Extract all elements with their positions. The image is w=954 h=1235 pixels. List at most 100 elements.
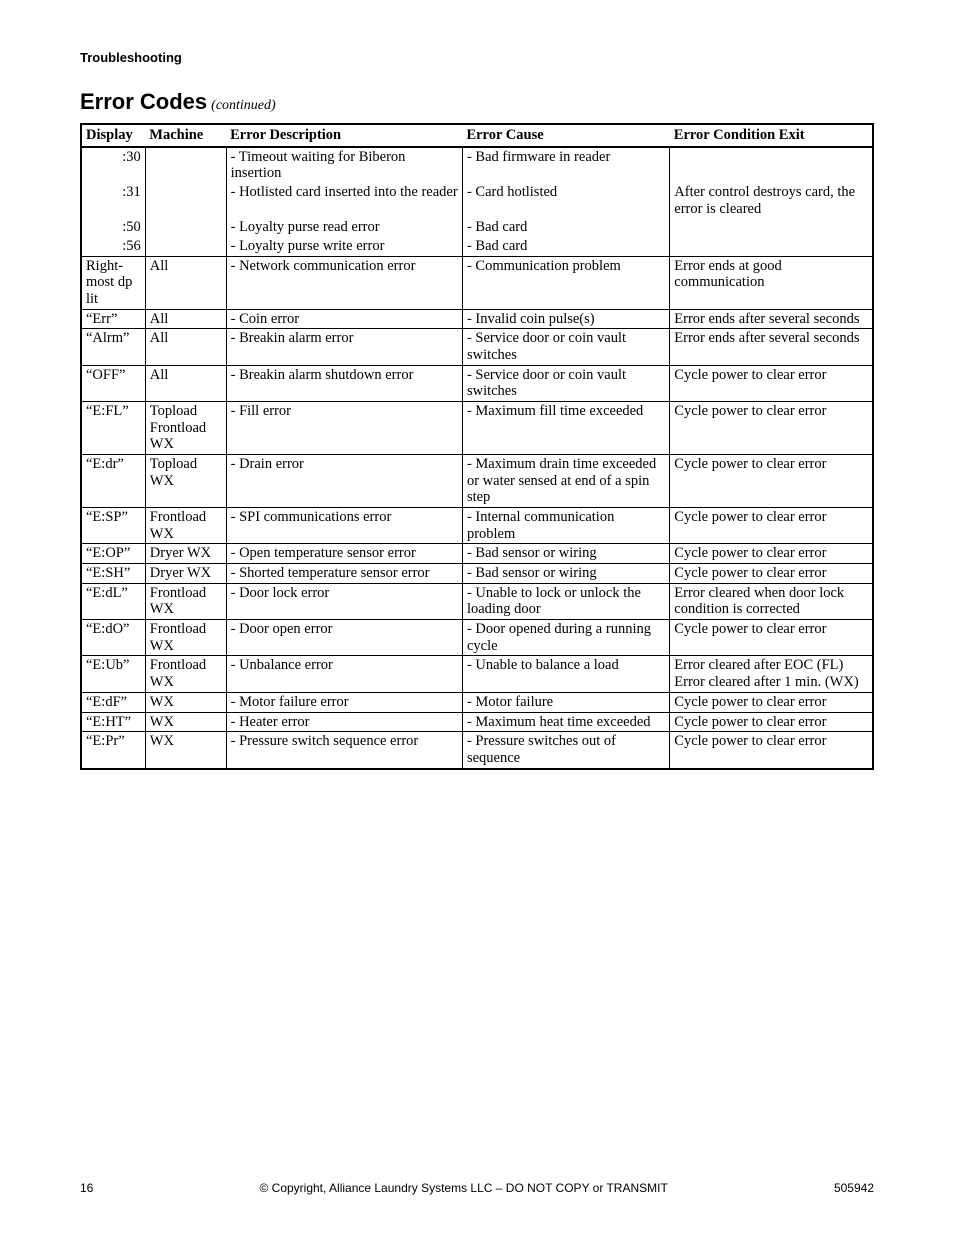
cell-exit <box>670 147 873 183</box>
cell-display: “E:SP” <box>81 508 145 544</box>
cell-exit: Cycle power to clear error <box>670 712 873 732</box>
cell-cause: - Maximum heat time exceeded <box>462 712 669 732</box>
cell-exit: Error cleared after EOC (FL) Error clear… <box>670 656 873 692</box>
cell-description: - Fill error <box>226 402 462 455</box>
table-row: “E:SH”Dryer WX- Shorted temperature sens… <box>81 564 873 584</box>
cell-display: “Err” <box>81 309 145 329</box>
cell-machine: WX <box>145 692 226 712</box>
cell-exit: Cycle power to clear error <box>670 620 873 656</box>
cell-description: - Motor failure error <box>226 692 462 712</box>
cell-machine: All <box>145 365 226 401</box>
cell-cause: - Maximum drain time exceeded or water s… <box>462 455 669 508</box>
table-row: “E:dr”Topload WX- Drain error- Maximum d… <box>81 455 873 508</box>
cell-description: - Hotlisted card inserted into the reade… <box>226 183 462 218</box>
cell-cause: - Card hotlisted <box>462 183 669 218</box>
col-header-exit: Error Condition Exit <box>670 124 873 147</box>
cell-description: - Network communication error <box>226 256 462 309</box>
cell-display: Right-most dp lit <box>81 256 145 309</box>
continued-label: (continued) <box>211 98 276 113</box>
table-row: “E:HT”WX- Heater error- Maximum heat tim… <box>81 712 873 732</box>
cell-display: “Alrm” <box>81 329 145 365</box>
cell-description: - Timeout waiting for Biberon insertion <box>226 147 462 183</box>
table-row: “Alrm”All- Breakin alarm error- Service … <box>81 329 873 365</box>
footer-copyright: © Copyright, Alliance Laundry Systems LL… <box>93 1181 834 1195</box>
page-footer: 16 © Copyright, Alliance Laundry Systems… <box>80 1181 874 1195</box>
cell-cause: - Communication problem <box>462 256 669 309</box>
cell-machine: Frontload WX <box>145 656 226 692</box>
cell-exit <box>670 237 873 256</box>
cell-machine: Dryer WX <box>145 544 226 564</box>
cell-display: :50 <box>81 218 145 237</box>
cell-cause: - Bad card <box>462 218 669 237</box>
table-row: “Err”All- Coin error- Invalid coin pulse… <box>81 309 873 329</box>
cell-description: - Breakin alarm error <box>226 329 462 365</box>
col-header-desc: Error Description <box>226 124 462 147</box>
cell-cause: - Door opened during a running cycle <box>462 620 669 656</box>
cell-machine: Frontload WX <box>145 583 226 619</box>
cell-machine <box>145 237 226 256</box>
cell-display: “E:OP” <box>81 544 145 564</box>
cell-description: - Pressure switch sequence error <box>226 732 462 769</box>
cell-display: “E:dF” <box>81 692 145 712</box>
cell-description: - Shorted temperature sensor error <box>226 564 462 584</box>
cell-description: - Door lock error <box>226 583 462 619</box>
footer-doc-id: 505942 <box>834 1181 874 1195</box>
page-title: Error Codes <box>80 89 207 114</box>
cell-exit: After control destroys card, the error i… <box>670 183 873 218</box>
cell-display: :30 <box>81 147 145 183</box>
cell-cause: - Bad sensor or wiring <box>462 544 669 564</box>
cell-display: “E:Ub” <box>81 656 145 692</box>
cell-cause: - Motor failure <box>462 692 669 712</box>
cell-exit: Cycle power to clear error <box>670 564 873 584</box>
cell-exit: Cycle power to clear error <box>670 365 873 401</box>
table-row: “E:dL”Frontload WX- Door lock error- Una… <box>81 583 873 619</box>
cell-display: “E:Pr” <box>81 732 145 769</box>
cell-machine: Frontload WX <box>145 620 226 656</box>
error-codes-table: Display Machine Error Description Error … <box>80 123 874 770</box>
table-row: “E:FL”Topload Frontload WX- Fill error- … <box>81 402 873 455</box>
table-row: :56- Loyalty purse write error- Bad card <box>81 237 873 256</box>
cell-exit: Error ends after several seconds <box>670 329 873 365</box>
cell-display: “E:HT” <box>81 712 145 732</box>
cell-machine: Dryer WX <box>145 564 226 584</box>
cell-exit: Error cleared when door lock condition i… <box>670 583 873 619</box>
cell-machine: WX <box>145 732 226 769</box>
cell-cause: - Invalid coin pulse(s) <box>462 309 669 329</box>
title-row: Error Codes (continued) <box>80 89 874 115</box>
cell-description: - Open temperature sensor error <box>226 544 462 564</box>
cell-description: - Loyalty purse write error <box>226 237 462 256</box>
cell-exit: Cycle power to clear error <box>670 402 873 455</box>
col-header-cause: Error Cause <box>462 124 669 147</box>
cell-exit: Cycle power to clear error <box>670 455 873 508</box>
cell-machine: Topload WX <box>145 455 226 508</box>
cell-machine: All <box>145 329 226 365</box>
cell-machine: All <box>145 256 226 309</box>
cell-cause: - Unable to balance a load <box>462 656 669 692</box>
cell-cause: - Service door or coin vault switches <box>462 365 669 401</box>
cell-description: - Unbalance error <box>226 656 462 692</box>
cell-description: - Drain error <box>226 455 462 508</box>
cell-display: “E:FL” <box>81 402 145 455</box>
cell-cause: - Bad firmware in reader <box>462 147 669 183</box>
table-row: “E:SP”Frontload WX- SPI communications e… <box>81 508 873 544</box>
cell-display: “E:SH” <box>81 564 145 584</box>
cell-display: “E:dr” <box>81 455 145 508</box>
table-row: :31- Hotlisted card inserted into the re… <box>81 183 873 218</box>
cell-description: - Breakin alarm shutdown error <box>226 365 462 401</box>
col-header-machine: Machine <box>145 124 226 147</box>
table-row: “OFF”All- Breakin alarm shutdown error- … <box>81 365 873 401</box>
table-body: :30 - Timeout waiting for Biberon inserti… <box>81 147 873 769</box>
cell-cause: - Bad sensor or wiring <box>462 564 669 584</box>
table-row: “E:OP”Dryer WX- Open temperature sensor … <box>81 544 873 564</box>
section-label: Troubleshooting <box>80 50 874 65</box>
cell-cause: - Service door or coin vault switches <box>462 329 669 365</box>
cell-machine: All <box>145 309 226 329</box>
cell-machine: WX <box>145 712 226 732</box>
cell-description: - Door open error <box>226 620 462 656</box>
table-row: Right-most dp litAll- Network communicat… <box>81 256 873 309</box>
page: Troubleshooting Error Codes (continued) … <box>0 0 954 1235</box>
footer-page-number: 16 <box>80 1181 93 1195</box>
cell-exit: Cycle power to clear error <box>670 732 873 769</box>
cell-description: - Coin error <box>226 309 462 329</box>
cell-exit: Cycle power to clear error <box>670 508 873 544</box>
